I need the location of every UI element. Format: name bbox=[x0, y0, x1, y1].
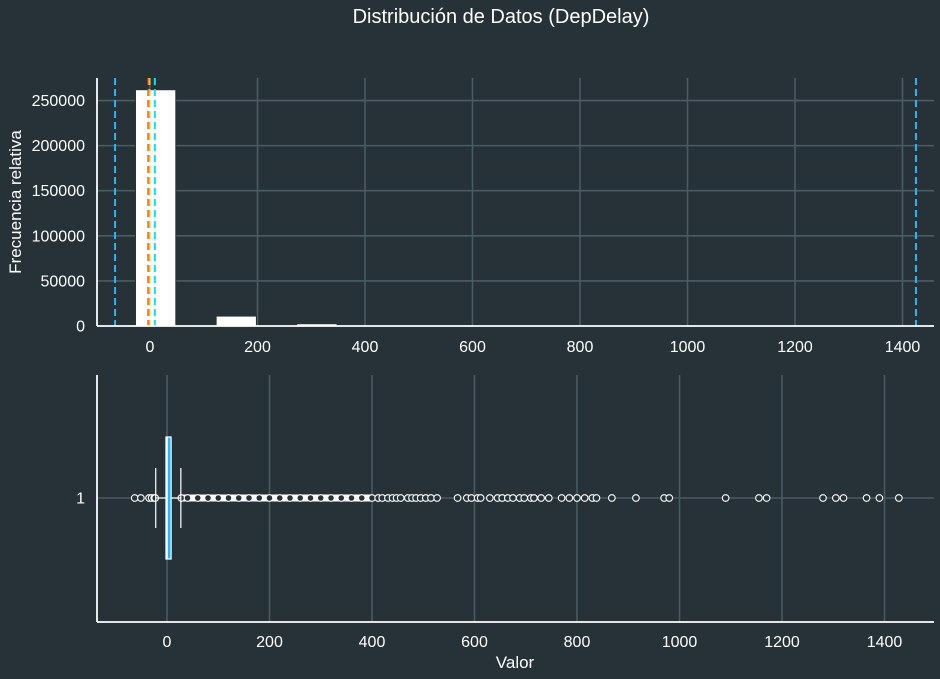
boxplot-outlier-point bbox=[396, 494, 405, 502]
histogram-bars bbox=[134, 89, 338, 327]
boxplot-outlier-point bbox=[537, 494, 545, 502]
histogram-y-axis-label: Frecuencia relativa bbox=[6, 130, 25, 274]
boxplot-outlier-point bbox=[665, 494, 674, 502]
boxplot-x-tick-label: 200 bbox=[256, 634, 283, 651]
boxplot-outlier-point bbox=[839, 494, 848, 502]
boxplot-box bbox=[165, 436, 172, 560]
histogram-y-tick-label: 150000 bbox=[32, 183, 85, 200]
boxplot-outlier-point bbox=[476, 494, 485, 502]
boxplot-outlier-point bbox=[894, 494, 903, 502]
boxplot-outlier-point bbox=[755, 494, 763, 502]
histogram-reference-lines bbox=[114, 78, 917, 326]
histogram-x-tick-label: 1200 bbox=[777, 339, 813, 356]
boxplot-outlier-point bbox=[234, 494, 243, 502]
boxplot-outlier-point bbox=[509, 494, 517, 502]
boxplot-outlier-point bbox=[486, 494, 494, 502]
boxplot-outlier-point bbox=[632, 494, 640, 502]
boxplot-outlier-point bbox=[721, 494, 730, 502]
boxplot-outlier-point bbox=[296, 494, 305, 502]
boxplot-x-tick-label: 1000 bbox=[662, 634, 698, 651]
boxplot-outlier-point bbox=[453, 494, 462, 502]
boxplot-outlier-point bbox=[530, 494, 538, 502]
boxplot-outlier-point bbox=[347, 494, 356, 502]
histogram-y-tick-label: 200000 bbox=[32, 138, 85, 155]
histogram-x-tick-label: 1000 bbox=[670, 339, 706, 356]
boxplot-outlier-point bbox=[580, 494, 589, 502]
boxplot-outliers bbox=[130, 494, 903, 502]
boxplot-outlier-point bbox=[762, 494, 771, 502]
boxplot-y-tick-label: 1 bbox=[76, 491, 85, 508]
boxplot-outlier-point bbox=[831, 494, 840, 502]
histogram-x-tick-label: 200 bbox=[244, 339, 271, 356]
histogram-y-tick-label: 0 bbox=[76, 319, 85, 336]
boxplot-outlier-point bbox=[306, 494, 315, 502]
boxplot-outlier-point bbox=[137, 494, 145, 502]
boxplot-outlier-point bbox=[316, 494, 325, 502]
histogram-panel: 0 200 400 600 800 1000 1200 1400 0 50000 100000 150… bbox=[6, 78, 934, 356]
histogram-bar bbox=[134, 89, 177, 327]
histogram-x-tick-label: 0 bbox=[146, 339, 155, 356]
boxplot-x-axis-label: Valor bbox=[496, 653, 535, 672]
histogram-x-tick-label: 600 bbox=[459, 339, 486, 356]
boxplot-outlier-point bbox=[224, 494, 233, 502]
boxplot-ticks: 0 200 400 600 800 1000 1200 1400 1 bbox=[76, 491, 902, 652]
histogram-grid bbox=[97, 78, 934, 326]
boxplot-outlier-point bbox=[275, 494, 284, 502]
boxplot-outlier-point bbox=[557, 494, 566, 502]
boxplot-outlier-point bbox=[255, 494, 264, 502]
boxplot-x-tick-label: 800 bbox=[564, 634, 591, 651]
boxplot-outlier-point bbox=[565, 494, 574, 502]
boxplot-outlier-point bbox=[286, 494, 294, 502]
boxplot-outlier-point bbox=[193, 494, 202, 502]
boxplot-outlier-point bbox=[204, 494, 212, 502]
boxplot-x-tick-label: 1400 bbox=[867, 634, 903, 651]
boxplot-outlier-point bbox=[245, 494, 253, 502]
boxplot-outlier-point bbox=[592, 494, 601, 502]
boxplot-x-tick-label: 1200 bbox=[764, 634, 800, 651]
boxplot-outlier-point bbox=[520, 494, 529, 502]
boxplot-outlier-point bbox=[819, 494, 827, 502]
boxplot-body bbox=[155, 436, 182, 560]
histogram-bar bbox=[215, 315, 257, 327]
boxplot-outlier-point bbox=[183, 494, 192, 502]
boxplot-outlier-point bbox=[862, 494, 871, 502]
boxplot-x-tick-label: 600 bbox=[461, 634, 488, 651]
boxplot-outlier-point bbox=[337, 494, 346, 502]
histogram-x-tick-label: 400 bbox=[352, 339, 379, 356]
boxplot-outlier-point bbox=[875, 494, 884, 502]
boxplot-outlier-point bbox=[433, 494, 441, 502]
boxplot-outlier-point bbox=[573, 494, 581, 502]
histogram-y-tick-label: 250000 bbox=[32, 93, 85, 110]
boxplot-x-tick-label: 0 bbox=[163, 634, 172, 651]
histogram-y-tick-label: 100000 bbox=[32, 228, 85, 245]
boxplot-panel: 0 200 400 600 800 1000 1200 1400 1 Valor bbox=[76, 375, 934, 672]
boxplot-outlier-point bbox=[544, 494, 553, 502]
boxplot-outlier-point bbox=[214, 494, 223, 502]
boxplot-outlier-point bbox=[265, 494, 274, 502]
histogram-y-tick-label: 50000 bbox=[41, 273, 86, 290]
boxplot-x-tick-label: 400 bbox=[359, 634, 386, 651]
histogram-x-tick-label: 1400 bbox=[885, 339, 921, 356]
histogram-x-tick-label: 800 bbox=[567, 339, 594, 356]
boxplot-outlier-point bbox=[607, 494, 616, 502]
boxplot-outlier-point bbox=[327, 494, 335, 502]
figure-title: Distribución de Datos (DepDelay) bbox=[353, 6, 650, 28]
boxplot-outlier-point bbox=[357, 494, 366, 502]
histogram-ticks: 0 200 400 600 800 1000 1200 1400 0 50000 100000 150… bbox=[32, 93, 921, 356]
